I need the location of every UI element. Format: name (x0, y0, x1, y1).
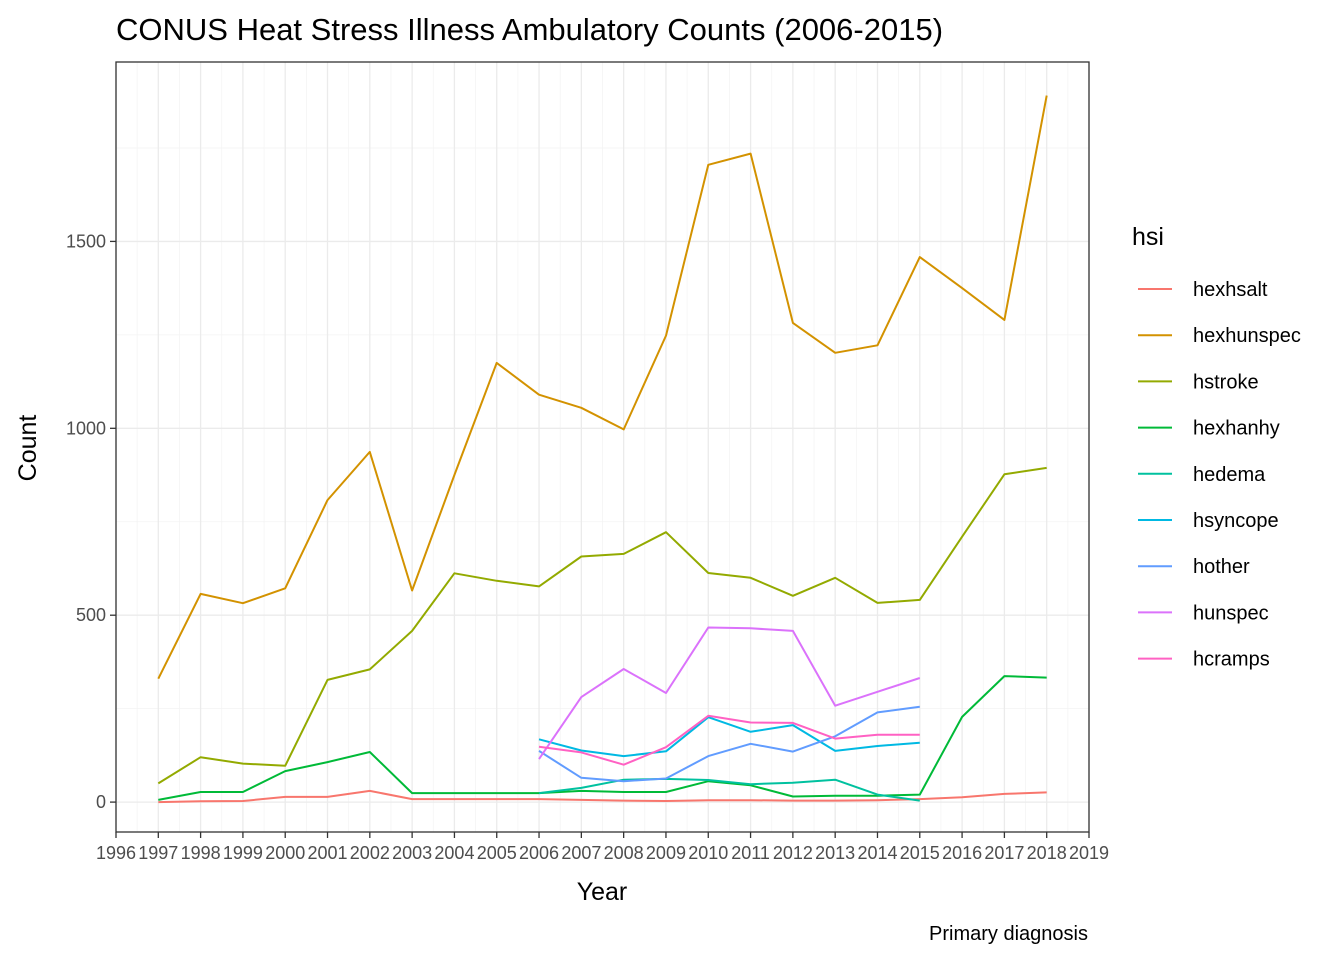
series-line-hstroke (157, 466, 1047, 785)
chart-title: CONUS Heat Stress Illness Ambulatory Cou… (116, 12, 943, 47)
y-tick-label: 1500 (66, 231, 106, 251)
x-tick-label: 2002 (350, 843, 390, 863)
series-line-hexhsalt (158, 789, 1047, 804)
x-tick-label: 2000 (265, 843, 305, 863)
legend-title: hsi (1132, 223, 1164, 251)
legend-label-hexhanhy: hexhanhy (1193, 418, 1280, 440)
x-tick-label: 2007 (561, 843, 601, 863)
x-tick-label: 2005 (477, 843, 517, 863)
x-tick-label: 2008 (604, 843, 644, 863)
legend-label-hexhsalt: hexhsalt (1193, 279, 1268, 301)
legend-label-hunspec: hunspec (1193, 602, 1269, 624)
series-layer (157, 95, 1048, 804)
legend-label-hsyncope: hsyncope (1193, 510, 1279, 532)
x-tick-label: 1999 (223, 843, 263, 863)
x-tick-label: 2016 (942, 843, 982, 863)
legend-label-hexhunspec: hexhunspec (1193, 325, 1301, 347)
x-tick-label: 2001 (307, 843, 347, 863)
x-tick-label: 1996 (96, 843, 136, 863)
series-line-hcramps (538, 714, 920, 766)
series-line-hexhunspec (157, 95, 1048, 680)
x-axis-title: Year (577, 878, 628, 906)
series-line-hsyncope (538, 716, 920, 758)
x-tick-label: 1997 (138, 843, 178, 863)
series-line-hexhanhy (158, 675, 1047, 801)
legend-label-hother: hother (1193, 556, 1250, 578)
y-tick-label: 500 (76, 605, 106, 625)
x-tick-label: 2015 (900, 843, 940, 863)
series-line-hother (538, 705, 920, 783)
grid-minor (116, 62, 1089, 832)
x-tick-label: 2011 (731, 843, 770, 863)
x-tick-label: 2014 (857, 843, 897, 863)
x-tick-label: 2012 (773, 843, 813, 863)
plot-panel-border (115, 61, 1090, 833)
x-tick-label: 2009 (646, 843, 686, 863)
legend-label-hcramps: hcramps (1193, 649, 1270, 671)
x-tick-label: 2006 (519, 843, 559, 863)
x-axis: 1996 1997 1998 1999 2000 2001 2002 2003 2004 2005… (96, 832, 1109, 863)
x-tick-label: 2018 (1027, 843, 1067, 863)
legend-label-hstroke: hstroke (1193, 371, 1259, 393)
y-tick-label: 0 (96, 792, 106, 812)
x-tick-label: 2017 (984, 843, 1024, 863)
chart-caption: Primary diagnosis (929, 923, 1088, 945)
y-tick-label: 1000 (66, 418, 106, 438)
x-tick-label: 2013 (815, 843, 855, 863)
x-tick-label: 1998 (181, 843, 221, 863)
y-axis-title: Count (14, 415, 42, 482)
legend-label-hedema: hedema (1193, 464, 1266, 486)
x-tick-label: 2003 (392, 843, 432, 863)
x-tick-label: 2019 (1069, 843, 1109, 863)
series-line-hedema (538, 777, 920, 802)
series-line-hunspec (538, 626, 921, 760)
x-tick-label: 2010 (688, 843, 728, 863)
x-tick-label: 2004 (434, 843, 474, 863)
legend: hexhsalt hexhunspec hstroke hexhanhy hedema h… (1138, 279, 1301, 671)
y-axis: 0 500 1000 1500 (66, 231, 116, 812)
